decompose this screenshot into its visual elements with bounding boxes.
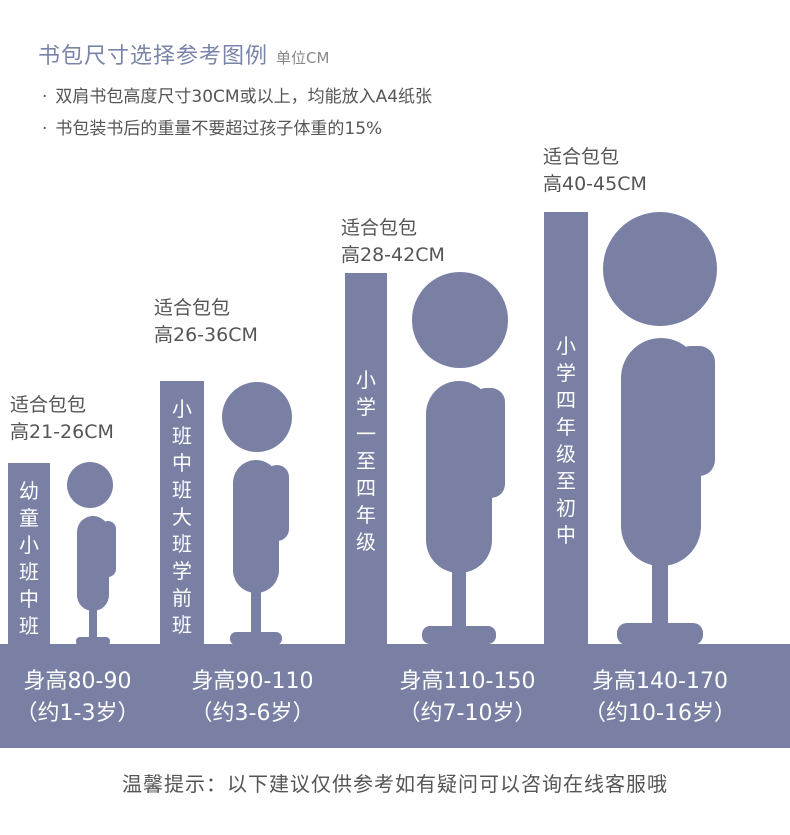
child-backpack-1 (100, 521, 116, 577)
child-feet-4 (617, 623, 703, 645)
footer-tip: 温馨提示：以下建议仅供参考如有疑问可以咨询在线客服哦 (122, 772, 668, 796)
note-text: 双肩书包高度尺寸30CM或以上，均能放入A4纸张 (55, 87, 433, 107)
grade-bar-3 (345, 273, 387, 648)
grade-bar-1 (8, 463, 50, 648)
fit-title: 适合包包 (543, 146, 620, 168)
age-range: （约7-10岁） (398, 701, 537, 726)
height-label-1: 身高80-90 （约1-3岁） (0, 666, 155, 730)
child-backpack-4 (675, 346, 715, 476)
bag-height: 高28-42CM (341, 244, 445, 266)
grade-bar-4 (544, 212, 588, 648)
grade-text-1: 幼童小班中班 (19, 479, 39, 638)
age-range: （约3-6岁） (190, 701, 315, 726)
fit-label-3: 适合包包 高28-42CM (341, 215, 445, 269)
child-feet-2 (230, 632, 282, 645)
child-feet-1 (76, 637, 110, 646)
child-backpack-2 (265, 465, 289, 541)
bag-height: 高26-36CM (154, 324, 258, 346)
child-leg-1 (89, 605, 97, 641)
age-range: （约10-16岁） (584, 701, 736, 726)
unit-label: 单位CM (276, 49, 330, 67)
body-height: 身高110-150 (399, 669, 536, 694)
child-leg-2 (251, 585, 261, 637)
height-label-3: 身高110-150 （约7-10岁） (385, 666, 550, 730)
child-leg-4 (652, 556, 668, 630)
child-head-2 (222, 382, 292, 452)
child-head-3 (412, 272, 508, 368)
fit-label-2: 适合包包 高26-36CM (154, 295, 258, 349)
page-title: 书包尺寸选择参考图例 单位CM (38, 38, 329, 70)
fit-title: 适合包包 (154, 297, 231, 319)
child-head-4 (603, 212, 717, 326)
bullet-dot: · (42, 87, 48, 107)
grade-bar-2 (160, 381, 204, 648)
fit-title: 适合包包 (341, 217, 418, 239)
bag-height: 高40-45CM (543, 173, 647, 195)
height-label-2: 身高90-110 （约3-6岁） (170, 666, 335, 730)
fit-label-4: 适合包包 高40-45CM (543, 144, 647, 198)
note-a4: · 双肩书包高度尺寸30CM或以上，均能放入A4纸张 (42, 82, 432, 107)
bullet-dot: · (42, 119, 48, 139)
child-leg-3 (452, 565, 466, 633)
child-backpack-3 (472, 388, 505, 498)
title-text: 书包尺寸选择参考图例 (38, 44, 269, 69)
note-text: 书包装书后的重量不要超过孩子体重的15% (55, 119, 383, 139)
age-range: （约1-3岁） (15, 701, 140, 726)
bag-height: 高21-26CM (10, 421, 114, 443)
body-height: 身高90-110 (191, 669, 314, 694)
note-weight: · 书包装书后的重量不要超过孩子体重的15% (42, 114, 382, 139)
height-label-4: 身高140-170 （约10-16岁） (575, 666, 745, 730)
body-height: 身高140-170 (592, 669, 728, 694)
grade-text-4: 小学四年级至初中 (556, 334, 576, 547)
grade-text-3: 小学一至四年级 (356, 368, 376, 554)
grade-text-2: 小班中班大班学前班 (172, 397, 192, 637)
child-feet-3 (422, 626, 496, 644)
body-height: 身高80-90 (23, 669, 132, 694)
ground-strip (0, 644, 790, 748)
child-head-1 (67, 462, 113, 508)
fit-label-1: 适合包包 高21-26CM (10, 392, 114, 446)
fit-title: 适合包包 (10, 394, 87, 416)
